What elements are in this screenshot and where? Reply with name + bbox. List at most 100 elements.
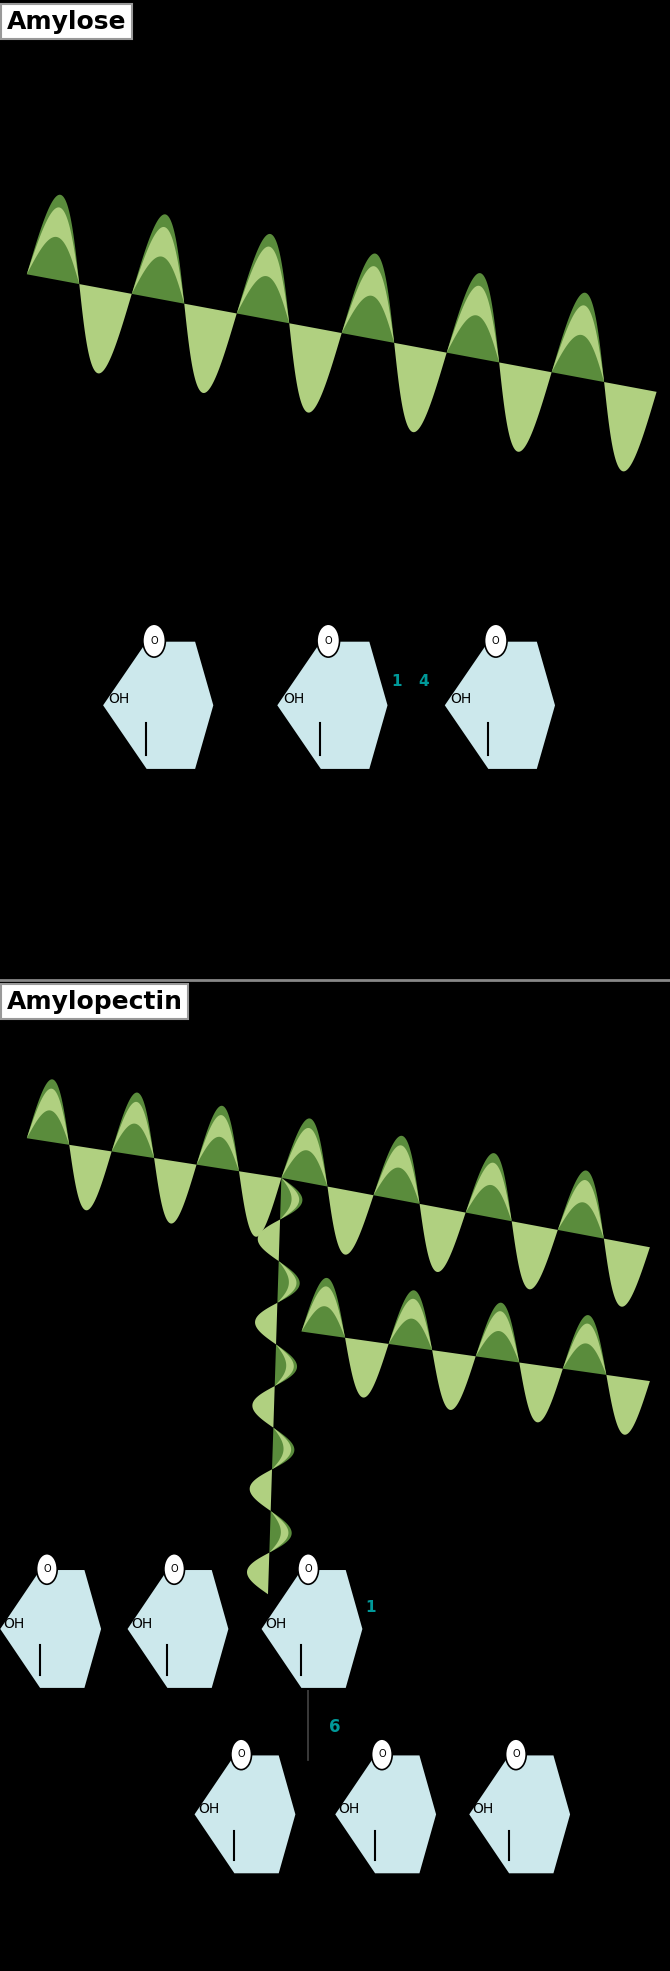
Polygon shape	[342, 266, 394, 343]
Polygon shape	[193, 1754, 297, 1874]
Polygon shape	[374, 1135, 419, 1204]
Polygon shape	[606, 1376, 650, 1435]
Polygon shape	[27, 207, 79, 284]
Polygon shape	[280, 1179, 302, 1220]
Polygon shape	[247, 1553, 269, 1595]
Polygon shape	[102, 641, 214, 771]
Polygon shape	[466, 1163, 512, 1222]
Circle shape	[143, 625, 165, 656]
Polygon shape	[79, 284, 132, 373]
Polygon shape	[275, 1344, 297, 1386]
Text: OH: OH	[109, 692, 130, 706]
Polygon shape	[328, 1187, 374, 1256]
Polygon shape	[27, 1080, 69, 1145]
Polygon shape	[499, 363, 551, 451]
Polygon shape	[432, 1350, 476, 1409]
Text: Amylopectin: Amylopectin	[7, 989, 183, 1013]
Polygon shape	[389, 1291, 432, 1350]
Polygon shape	[394, 343, 447, 432]
Text: O: O	[378, 1750, 386, 1760]
Polygon shape	[519, 1362, 563, 1423]
Polygon shape	[27, 195, 79, 284]
Text: 6: 6	[329, 1719, 341, 1736]
Polygon shape	[69, 1145, 112, 1210]
Circle shape	[37, 1553, 57, 1585]
Polygon shape	[237, 235, 289, 323]
Polygon shape	[258, 1220, 280, 1261]
Circle shape	[317, 625, 340, 656]
Polygon shape	[126, 1569, 229, 1689]
Polygon shape	[389, 1299, 432, 1350]
Polygon shape	[255, 1303, 277, 1344]
Polygon shape	[557, 1171, 604, 1238]
Polygon shape	[280, 1179, 299, 1220]
Polygon shape	[476, 1311, 519, 1362]
Polygon shape	[604, 1238, 650, 1307]
Circle shape	[231, 1738, 251, 1770]
Text: OH: OH	[265, 1616, 286, 1630]
Polygon shape	[112, 1102, 154, 1159]
Polygon shape	[275, 1344, 293, 1386]
Polygon shape	[342, 254, 394, 343]
Polygon shape	[277, 1261, 296, 1303]
Circle shape	[298, 1553, 318, 1585]
Polygon shape	[302, 1287, 345, 1338]
Polygon shape	[447, 286, 499, 363]
Polygon shape	[269, 1512, 288, 1553]
Text: OH: OH	[450, 692, 472, 706]
Polygon shape	[512, 1222, 557, 1289]
Polygon shape	[604, 382, 657, 471]
Polygon shape	[302, 1277, 345, 1338]
Polygon shape	[447, 274, 499, 363]
Polygon shape	[27, 1088, 69, 1145]
Text: OH: OH	[198, 1801, 219, 1815]
Polygon shape	[112, 1092, 154, 1159]
Polygon shape	[239, 1171, 281, 1236]
Polygon shape	[563, 1325, 606, 1376]
Polygon shape	[277, 1261, 299, 1303]
Polygon shape	[466, 1153, 512, 1222]
Text: 1: 1	[391, 674, 402, 690]
Polygon shape	[563, 1315, 606, 1376]
Text: O: O	[512, 1750, 520, 1760]
Polygon shape	[289, 323, 342, 412]
Polygon shape	[196, 1116, 239, 1171]
Text: Amylose: Amylose	[7, 10, 126, 34]
Text: OH: OH	[283, 692, 304, 706]
Circle shape	[372, 1738, 392, 1770]
Text: 1: 1	[366, 1600, 376, 1614]
Polygon shape	[184, 304, 237, 392]
Circle shape	[164, 1553, 184, 1585]
Text: O: O	[492, 637, 500, 646]
Polygon shape	[281, 1118, 328, 1187]
Polygon shape	[444, 641, 556, 771]
Polygon shape	[0, 1569, 103, 1689]
Polygon shape	[551, 306, 604, 382]
Polygon shape	[260, 1569, 363, 1689]
Polygon shape	[272, 1427, 294, 1468]
Polygon shape	[476, 1303, 519, 1362]
Circle shape	[506, 1738, 526, 1770]
Text: OH: OH	[338, 1801, 360, 1815]
Polygon shape	[281, 1127, 328, 1187]
Polygon shape	[419, 1204, 466, 1271]
Polygon shape	[334, 1754, 437, 1874]
Text: 4: 4	[418, 674, 429, 690]
Circle shape	[484, 625, 507, 656]
Polygon shape	[269, 1512, 291, 1553]
Polygon shape	[132, 227, 184, 304]
Polygon shape	[253, 1386, 275, 1427]
Polygon shape	[557, 1181, 604, 1238]
Text: O: O	[304, 1563, 312, 1575]
Polygon shape	[196, 1106, 239, 1171]
Polygon shape	[250, 1468, 272, 1512]
Polygon shape	[468, 1754, 572, 1874]
Text: O: O	[170, 1563, 178, 1575]
Polygon shape	[154, 1159, 196, 1224]
Text: OH: OH	[131, 1616, 152, 1630]
Text: O: O	[43, 1563, 51, 1575]
Polygon shape	[237, 246, 289, 323]
Polygon shape	[132, 215, 184, 304]
Text: O: O	[324, 637, 332, 646]
Text: O: O	[237, 1750, 245, 1760]
